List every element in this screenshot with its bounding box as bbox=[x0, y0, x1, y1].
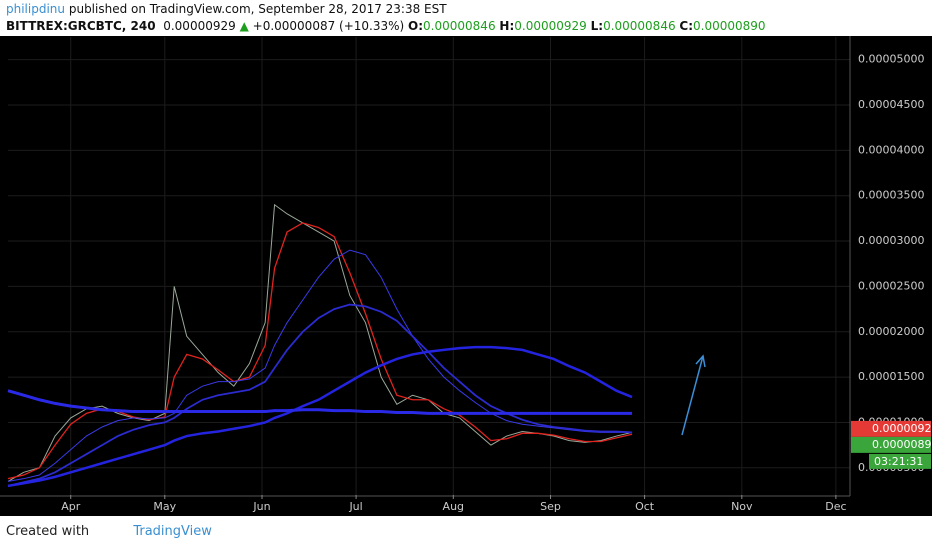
header-line-1: philipdinu published on TradingView.com,… bbox=[6, 2, 447, 16]
footer: Created with TradingView bbox=[6, 524, 212, 539]
price-marker-label: 0.00000929 bbox=[872, 422, 932, 435]
c-label: C: bbox=[679, 19, 694, 33]
annotation-arrow bbox=[681, 355, 704, 436]
symbol: BITTREX:GRCBTC, 240 bbox=[6, 19, 156, 33]
y-tick-label: 0.00004000 bbox=[858, 143, 924, 156]
countdown-box bbox=[869, 453, 931, 469]
brand[interactable]: TradingView bbox=[133, 524, 212, 539]
l-label: L: bbox=[590, 19, 604, 33]
o-label: O: bbox=[408, 19, 424, 33]
countdown: 03:21:31 bbox=[874, 455, 923, 468]
x-tick-label: Apr bbox=[61, 500, 81, 513]
last: 0.00000929 bbox=[163, 19, 236, 33]
y-tick-label: 0.00003000 bbox=[858, 234, 924, 247]
open: 0.00000846 bbox=[423, 19, 496, 33]
x-tick-label: Jul bbox=[348, 500, 362, 513]
price-marker-label: 0.00000890 bbox=[872, 438, 932, 451]
close: 0.00000890 bbox=[693, 19, 766, 33]
published: published on TradingView.com, September … bbox=[68, 2, 447, 16]
price-marker bbox=[851, 420, 931, 437]
y-tick-label: 0.00005000 bbox=[858, 53, 924, 66]
x-tick-label: Oct bbox=[635, 500, 655, 513]
change: +0.00000087 (+10.33%) bbox=[252, 19, 405, 33]
x-tick-label: May bbox=[153, 500, 176, 513]
created-with: Created with bbox=[6, 524, 90, 539]
series-line bbox=[7, 249, 633, 482]
x-tick-label: Jun bbox=[252, 500, 270, 513]
x-tick-label: Aug bbox=[443, 500, 464, 513]
series-line bbox=[7, 303, 633, 487]
y-tick-label: 0.00002500 bbox=[858, 279, 924, 292]
y-tick-label: 0.00002000 bbox=[858, 325, 924, 338]
y-tick-label: 0.00004500 bbox=[858, 98, 924, 111]
price-marker bbox=[851, 436, 931, 453]
author[interactable]: philipdinu bbox=[6, 2, 66, 16]
high: 0.00000929 bbox=[514, 19, 587, 33]
chart: 0.000005000.000010000.000015000.00002000… bbox=[0, 36, 932, 516]
series-line bbox=[7, 389, 633, 415]
header-line-2: BITTREX:GRCBTC, 240 0.00000929 ▲ +0.0000… bbox=[6, 19, 766, 33]
h-label: H: bbox=[499, 19, 515, 33]
series-line bbox=[7, 203, 633, 482]
up-arrow: ▲ bbox=[239, 19, 249, 33]
x-tick-label: Nov bbox=[731, 500, 753, 513]
series-line bbox=[7, 345, 633, 488]
annotation-arrow-head bbox=[695, 354, 706, 368]
y-tick-label: 0.00001500 bbox=[858, 370, 924, 383]
x-tick-label: Dec bbox=[825, 500, 846, 513]
x-tick-label: Sep bbox=[540, 500, 561, 513]
y-tick-label: 0.00003500 bbox=[858, 189, 924, 202]
background bbox=[0, 36, 932, 516]
low: 0.00000846 bbox=[603, 19, 676, 33]
